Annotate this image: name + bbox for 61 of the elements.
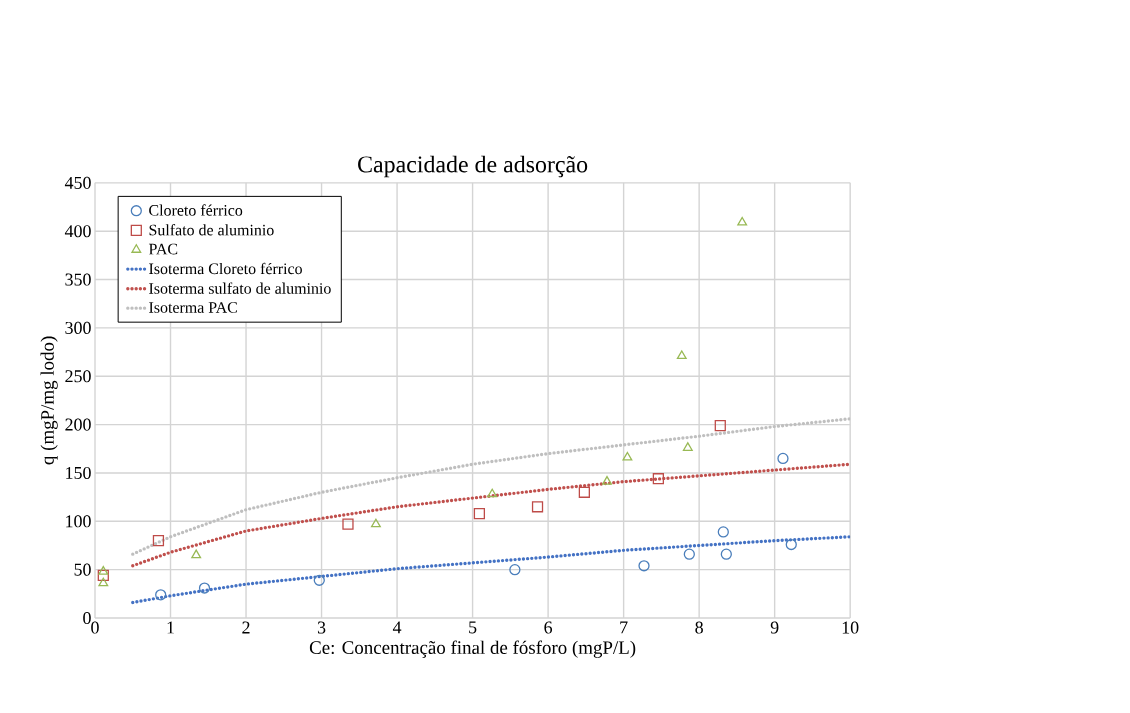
point xyxy=(531,501,544,513)
x-tick-label: 9 xyxy=(770,621,779,634)
line-series xyxy=(131,417,851,556)
point xyxy=(473,507,486,520)
legend-label: Cloreto férrico xyxy=(149,204,243,216)
y-tick-label: 100 xyxy=(66,515,91,528)
point xyxy=(682,442,693,451)
x-tick-label: 2 xyxy=(242,621,250,634)
legend-label: Isoterma PAC xyxy=(149,302,237,313)
point xyxy=(683,548,695,560)
y-tick-label: 0 xyxy=(83,611,91,625)
point xyxy=(638,560,650,572)
point xyxy=(509,564,521,576)
y-tick-label: 450 xyxy=(64,176,91,189)
point xyxy=(714,419,726,432)
point xyxy=(777,452,789,465)
point xyxy=(342,518,354,530)
point xyxy=(676,350,687,360)
chart-title: Capacidade de adsorção xyxy=(358,155,588,178)
point xyxy=(737,216,748,226)
y-axis-title: q (mgP/mg lodo) xyxy=(40,336,58,465)
point xyxy=(98,565,109,575)
legend-label: Sulfato de aluminio xyxy=(149,224,274,236)
point xyxy=(602,476,612,485)
point xyxy=(97,569,109,582)
point xyxy=(578,486,590,498)
line-series xyxy=(131,535,851,605)
point xyxy=(720,548,732,560)
point xyxy=(98,577,109,587)
point xyxy=(370,518,381,528)
x-tick-label: 1 xyxy=(167,621,174,634)
y-tick-label: 50 xyxy=(74,563,91,576)
point xyxy=(717,526,729,538)
x-tick-label: 5 xyxy=(469,621,477,634)
x-tick-label: 0 xyxy=(91,621,99,634)
point xyxy=(622,451,633,461)
point xyxy=(152,535,165,547)
x-tick-label: 4 xyxy=(392,621,402,634)
x-tick-label: 10 xyxy=(842,621,859,634)
y-tick-label: 400 xyxy=(64,225,91,238)
legend-label: Isoterma sulfato de aluminio xyxy=(149,282,331,294)
x-axis-title: Ce: Concentração final de fósforo (mgP/L) xyxy=(309,640,636,658)
y-tick-label: 150 xyxy=(66,466,91,479)
point xyxy=(785,538,797,551)
legend-label: Isoterma Cloreto férrico xyxy=(149,262,302,275)
point xyxy=(652,473,664,485)
x-tick-label: 3 xyxy=(317,621,326,634)
x-tick-label: 7 xyxy=(620,621,628,634)
line-series xyxy=(131,462,851,568)
y-tick-label: 350 xyxy=(65,273,91,286)
point xyxy=(313,574,325,586)
y-tick-label: 300 xyxy=(65,321,91,334)
legend-label: PAC xyxy=(148,243,178,255)
y-tick-label: 200 xyxy=(65,418,91,431)
x-tick-label: 8 xyxy=(695,621,703,634)
point xyxy=(155,589,167,601)
point xyxy=(487,488,498,498)
x-tick-label: 6 xyxy=(544,621,553,634)
y-tick-label: 250 xyxy=(65,370,91,383)
point xyxy=(198,582,211,594)
point xyxy=(191,549,202,559)
